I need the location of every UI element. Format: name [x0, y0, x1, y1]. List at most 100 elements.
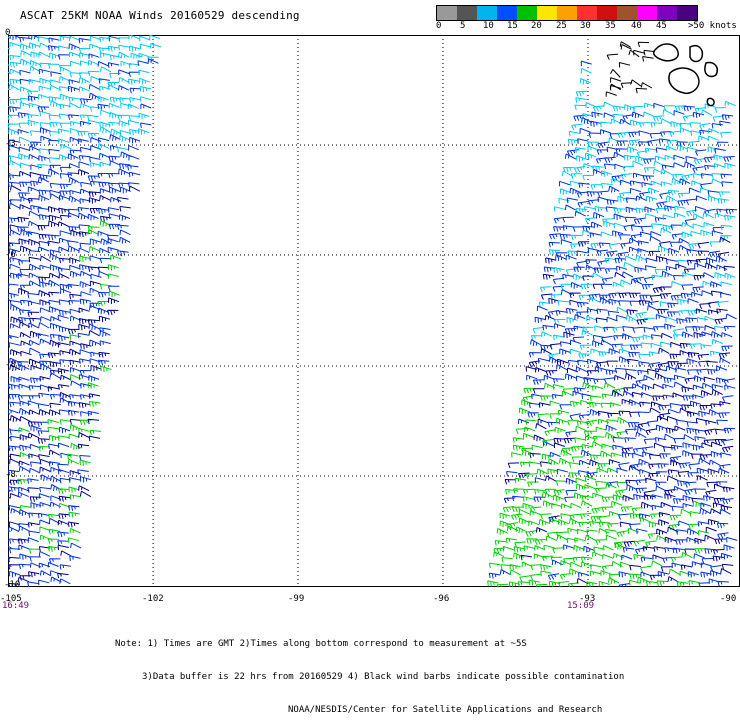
wind-barb [600, 570, 612, 576]
wind-barb [720, 552, 733, 560]
wind-barb [18, 544, 30, 551]
wind-barb [147, 58, 159, 64]
wind-barb [594, 206, 606, 212]
wind-barb [667, 415, 679, 422]
wind-barb [598, 521, 611, 528]
wind-barb [590, 184, 602, 190]
wind-barb [28, 453, 40, 459]
wind-barb [27, 90, 39, 97]
wind-barb [657, 308, 669, 315]
wind-barb [18, 316, 30, 323]
wind-barb [660, 286, 672, 292]
wind-barb [603, 163, 616, 170]
wind-barb [703, 222, 715, 228]
wind-barb [648, 187, 660, 195]
wind-barb [662, 224, 674, 231]
wind-barb [645, 540, 657, 548]
wind-barb [581, 500, 593, 507]
wind-barb [704, 262, 717, 270]
wind-barb [669, 241, 682, 248]
wind-barb [559, 188, 572, 195]
wind-barb [573, 544, 585, 552]
wind-barb [595, 317, 608, 323]
wind-barb [677, 480, 689, 487]
wind-barb [120, 151, 132, 159]
scale-label-10: 10 [483, 21, 494, 31]
wind-barb [692, 223, 704, 229]
wind-map-svg[interactable] [8, 35, 740, 587]
wind-barb [110, 196, 122, 203]
wind-barb [28, 530, 40, 537]
wind-barb [8, 469, 20, 476]
wind-barb [522, 432, 534, 439]
wind-barb [604, 156, 616, 164]
wind-barb [689, 343, 702, 350]
wind-barb [523, 496, 535, 502]
wind-barb [100, 109, 112, 116]
wind-barb [673, 485, 685, 492]
wind-barb [10, 435, 22, 442]
wind-barb [667, 475, 679, 481]
wind-barb [10, 376, 22, 383]
wind-barb [589, 408, 601, 416]
wind-barb [17, 395, 30, 401]
wind-barb [584, 484, 596, 490]
wind-barb [8, 545, 12, 549]
wind-barb [78, 318, 91, 325]
wind-barb [686, 528, 699, 535]
wind-barb [658, 404, 670, 411]
wind-barb [684, 481, 697, 488]
wind-barb [19, 86, 32, 92]
wind-barb [605, 529, 617, 535]
wind-barb [8, 190, 11, 193]
wind-barb [639, 294, 651, 301]
wind-barb [118, 69, 130, 75]
wind-barb [29, 171, 41, 178]
wind-barb [566, 197, 579, 204]
wind-barb [699, 507, 711, 515]
wind-barb [49, 182, 62, 189]
wind-barb [48, 272, 61, 279]
wind-barb [29, 130, 42, 136]
wind-barb [560, 449, 572, 457]
wind-barb [128, 71, 140, 77]
wind-barb [687, 472, 699, 478]
wind-barb [676, 581, 689, 587]
wind-barb [8, 336, 12, 339]
wind-barb [672, 328, 685, 336]
wind-barb [555, 480, 568, 486]
wind-barb [129, 45, 141, 52]
wind-barb [592, 385, 604, 391]
wind-barb [552, 384, 565, 390]
wind-barb [612, 444, 624, 451]
wind-barb [48, 148, 60, 155]
wind-barb [624, 437, 636, 443]
wind-barb [119, 130, 131, 136]
wind-barb [628, 399, 640, 406]
wind-barb [705, 489, 717, 497]
wind-barb [570, 502, 582, 509]
wind-barb [707, 195, 720, 202]
wind-barb [697, 353, 710, 360]
wind-barb [8, 292, 19, 299]
wind-barb [47, 352, 60, 359]
wind-barb [8, 242, 12, 245]
wind-barb [661, 332, 673, 339]
wind-barb [571, 234, 583, 241]
wind-map-area[interactable] [8, 35, 740, 587]
wind-barb [540, 570, 552, 576]
wind-barb [80, 98, 92, 104]
wind-barb [69, 35, 81, 42]
wind-barb [553, 318, 566, 325]
wind-barb [672, 392, 684, 398]
wind-barb [50, 71, 62, 77]
wind-barbs [8, 35, 738, 587]
wind-barb [118, 44, 130, 51]
wind-barb [592, 435, 605, 442]
pass-time-right: 15:09 [567, 601, 595, 611]
wind-barb [635, 254, 647, 262]
wind-barb [531, 444, 543, 451]
wind-barb [523, 388, 535, 394]
wind-barb [493, 551, 505, 558]
wind-barb [613, 208, 626, 214]
